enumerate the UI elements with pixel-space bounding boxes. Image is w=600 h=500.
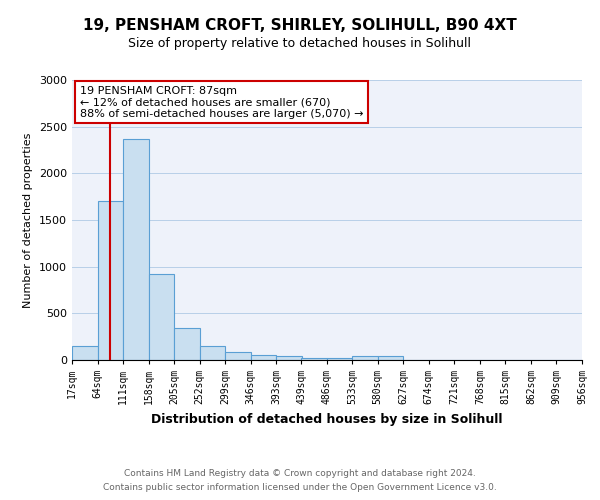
- Text: Contains HM Land Registry data © Crown copyright and database right 2024.: Contains HM Land Registry data © Crown c…: [124, 468, 476, 477]
- Bar: [149, 274, 174, 360]
- Text: 19, PENSHAM CROFT, SHIRLEY, SOLIHULL, B90 4XT: 19, PENSHAM CROFT, SHIRLEY, SOLIHULL, B9…: [83, 18, 517, 32]
- Y-axis label: Number of detached properties: Number of detached properties: [23, 132, 34, 308]
- Bar: [378, 356, 403, 360]
- X-axis label: Distribution of detached houses by size in Solihull: Distribution of detached houses by size …: [151, 412, 503, 426]
- Bar: [123, 139, 149, 360]
- Text: 19 PENSHAM CROFT: 87sqm
← 12% of detached houses are smaller (670)
88% of semi-d: 19 PENSHAM CROFT: 87sqm ← 12% of detache…: [80, 86, 363, 119]
- Bar: [352, 356, 378, 360]
- Text: Contains public sector information licensed under the Open Government Licence v3: Contains public sector information licen…: [103, 484, 497, 492]
- Bar: [174, 328, 200, 360]
- Bar: [98, 202, 123, 360]
- Bar: [200, 346, 225, 360]
- Bar: [327, 358, 352, 360]
- Bar: [225, 352, 251, 360]
- Bar: [276, 356, 302, 360]
- Bar: [301, 358, 327, 360]
- Text: Size of property relative to detached houses in Solihull: Size of property relative to detached ho…: [128, 38, 472, 51]
- Bar: [72, 346, 98, 360]
- Bar: [251, 355, 276, 360]
